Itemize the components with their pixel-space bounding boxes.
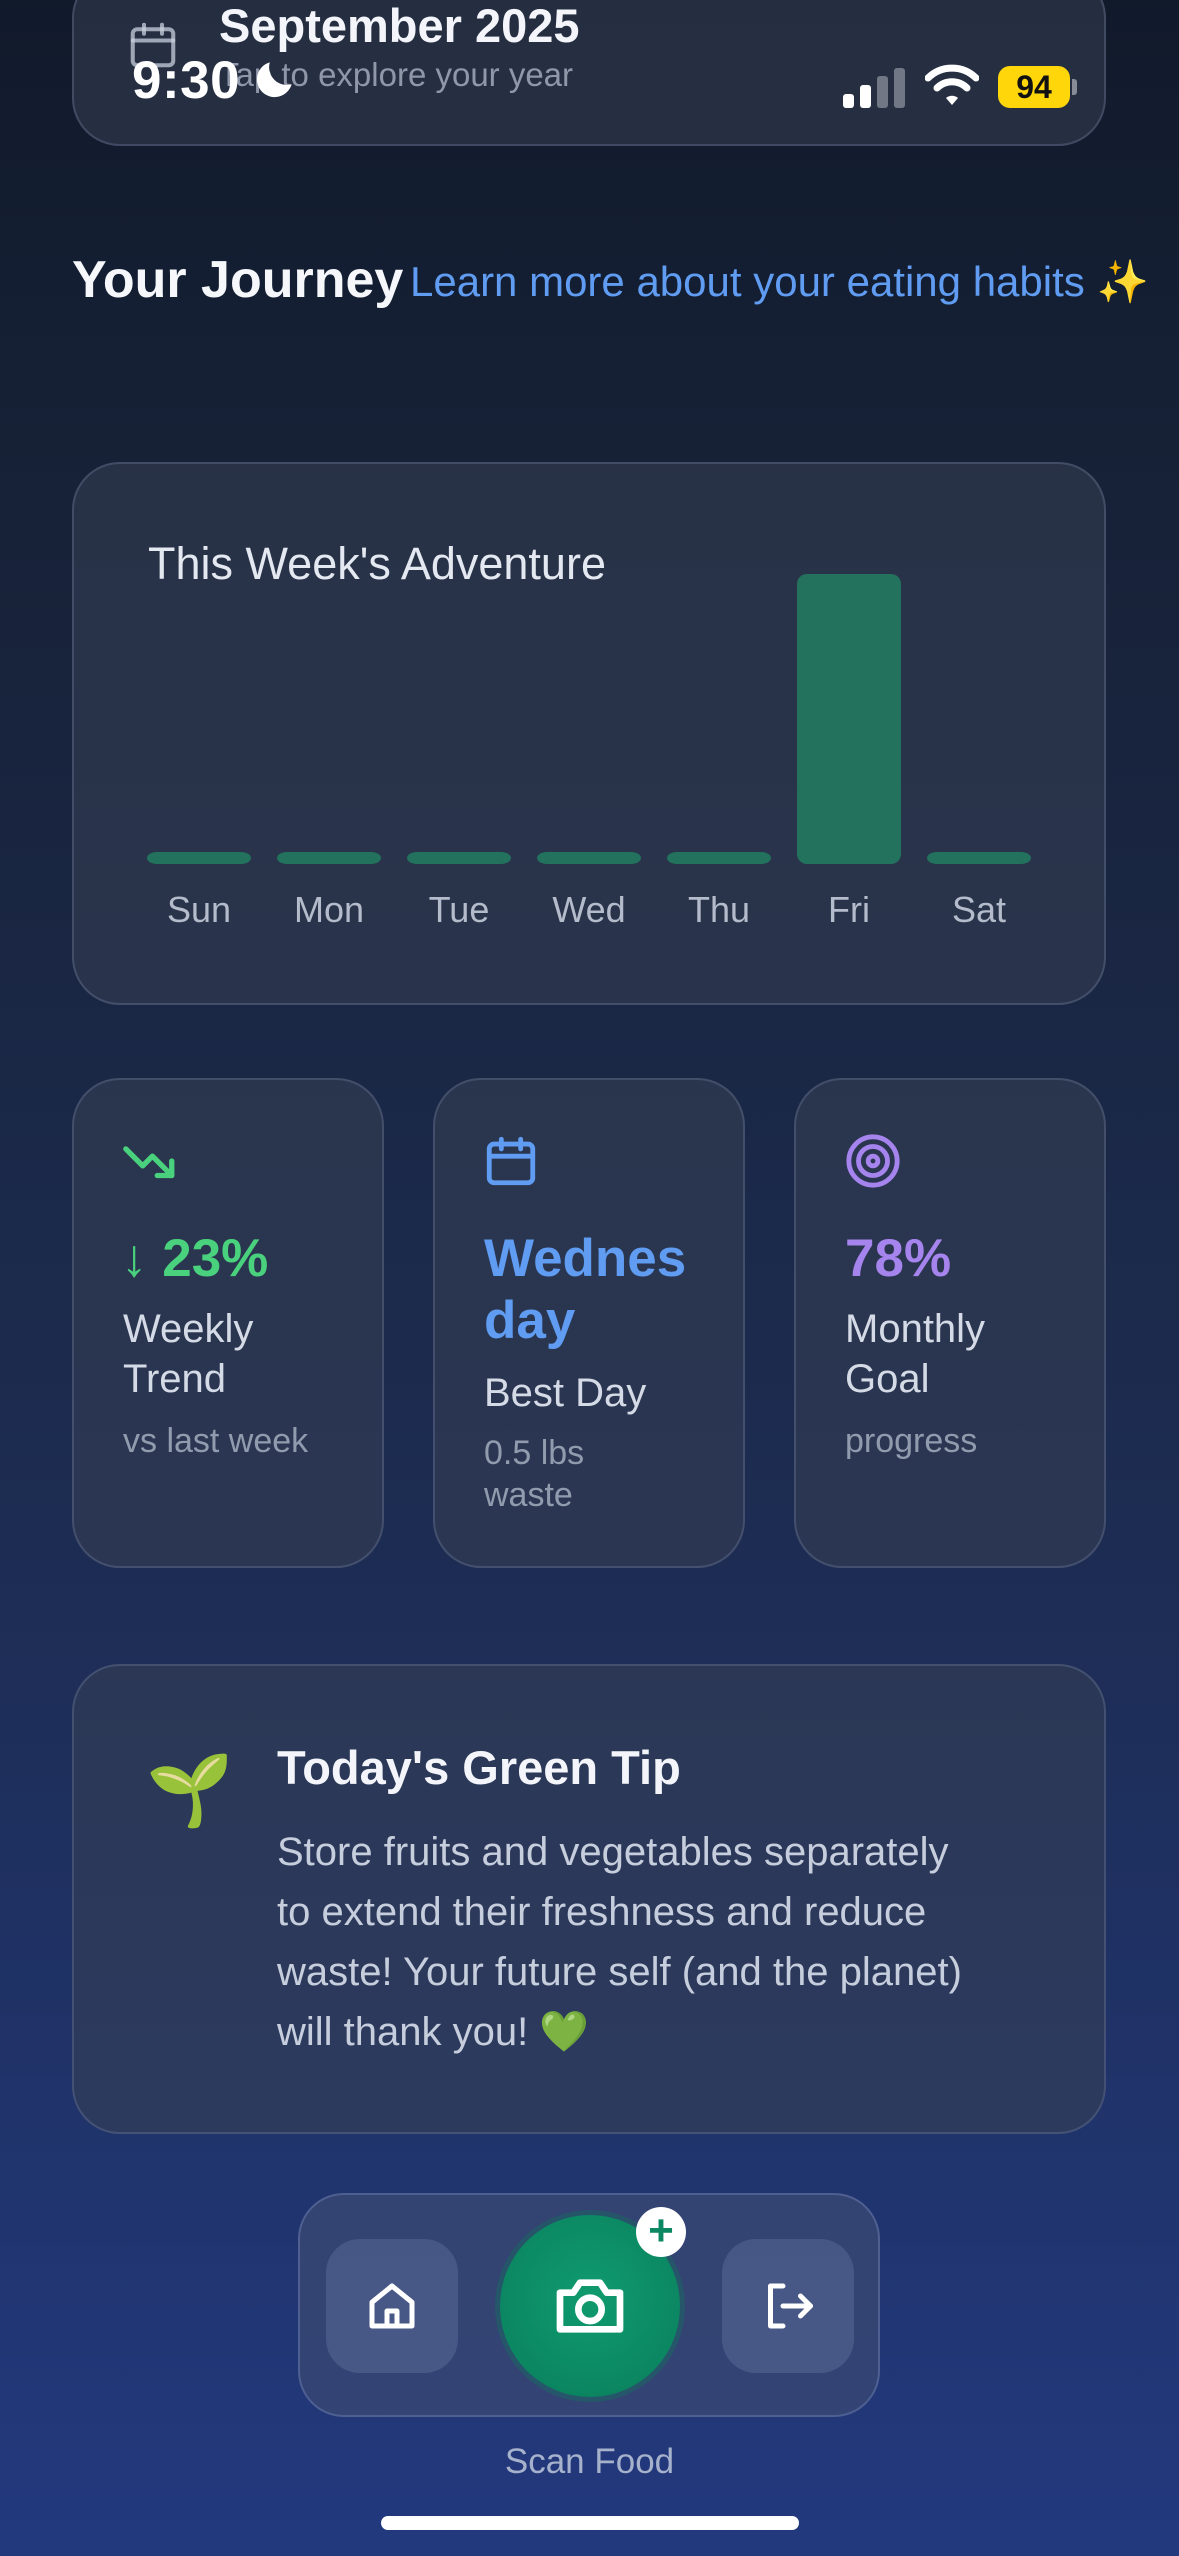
battery-level: 94 [998,66,1070,108]
weekly-chart-card [72,462,1106,1005]
home-indicator [381,2516,799,2530]
tip-line: to extend their freshness and reduce [277,1890,927,1934]
signal-icon [843,68,905,108]
tip-body: Store fruits and vegetables separately t… [277,1822,1057,2062]
plus-icon: + [636,2207,686,2257]
monthly-goal-value: 78% [845,1229,952,1288]
green-tip-card [72,1664,1106,2134]
moon-icon [256,62,292,98]
trending-down-icon [123,1146,175,1179]
chart-title: This Week's Adventure [148,538,606,589]
camera-icon [556,2279,624,2333]
tip-line: Store fruits and vegetables separately [277,1830,949,1874]
tip-line: waste! Your future self (and the planet) [277,1950,962,1994]
best-day-card[interactable] [433,1078,745,1568]
battery-icon: 94 [998,66,1078,108]
tip-title: Today's Green Tip [277,1741,681,1794]
target-icon [846,1134,900,1188]
best-day-sub-1: 0.5 lbs [484,1434,585,1472]
weekly-trend-value: ↓ 23% [121,1229,269,1288]
calendar-icon [486,1136,536,1186]
best-day-value-2: day [484,1291,576,1350]
bar-wed [537,852,641,864]
weekly-bar-chart: Sun Mon Tue Wed Thu Fri Sat [147,574,1031,930]
tick-label-wed: Wed [552,889,625,930]
best-day-value-1: Wednes [484,1229,687,1288]
monthly-goal-label-2: Goal [845,1357,930,1401]
best-day-label: Best Day [484,1371,647,1415]
monthly-goal-label-1: Monthly [845,1307,986,1351]
month-title: September 2025 [219,0,580,52]
monthly-goal-card[interactable] [794,1078,1106,1568]
bar-sun [147,852,251,864]
section-title: Your Journey [72,251,404,309]
logout-button[interactable] [722,2239,854,2373]
bar-mon [277,852,381,864]
best-day-sub-2: waste [484,1476,573,1514]
tick-label-sat: Sat [952,889,1006,930]
home-icon [369,2283,415,2329]
bar-thu [667,852,771,864]
tip-line: will thank you! 💚 [277,2010,590,2054]
weekly-trend-card[interactable] [72,1078,384,1568]
tick-label-thu: Thu [688,889,750,930]
calendar-icon [130,22,176,68]
bar-fri [797,574,901,864]
status-time: 9:30 [132,51,241,110]
bar-sat [927,852,1031,864]
seedling-icon: 🌱 [146,1751,234,1829]
weekly-trend-sub: vs last week [123,1422,309,1460]
home-button[interactable] [326,2239,458,2373]
weekly-trend-label-1: Weekly [123,1307,254,1351]
scan-food-label: Scan Food [504,2442,675,2481]
monthly-goal-sub: progress [845,1422,978,1460]
wifi-icon [925,64,979,105]
bar-tue [407,852,511,864]
tick-label-fri: Fri [828,889,870,930]
eating-habits-link[interactable]: Learn more about your eating habits ✨ [410,258,1149,305]
tick-label-tue: Tue [429,889,490,930]
tick-label-mon: Mon [294,889,364,930]
logout-icon [768,2283,813,2329]
tick-label-sun: Sun [167,889,231,930]
weekly-trend-label-2: Trend [123,1357,227,1401]
